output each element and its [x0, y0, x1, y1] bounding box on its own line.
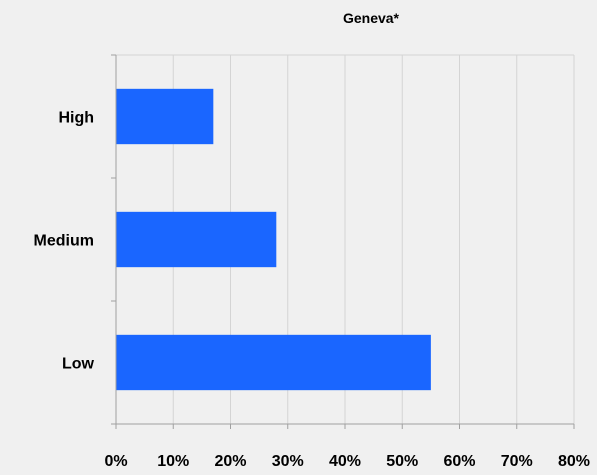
x-tick-label: 10% [157, 453, 189, 470]
chart-title: Geneva* [343, 10, 400, 26]
x-tick-label: 70% [501, 453, 533, 470]
axes [111, 54, 575, 429]
bars [116, 88, 431, 391]
labels: 0% 10% 20% 30% 40% 50% 60% 70% 80% High Medium Low [34, 110, 590, 471]
bar-medium [116, 211, 277, 268]
bar-low [116, 334, 431, 391]
gridlines [116, 54, 575, 424]
x-tick-label: 60% [443, 453, 475, 470]
x-tick-label: 20% [214, 453, 246, 470]
x-tick-label: 50% [386, 453, 418, 470]
category-label-medium: Medium [34, 233, 94, 250]
x-tick-label: 30% [272, 453, 304, 470]
x-tick-label: 40% [329, 453, 361, 470]
category-label-low: Low [62, 356, 95, 373]
x-tick-label: 0% [104, 453, 127, 470]
category-label-high: High [58, 110, 94, 127]
bar-high [116, 88, 214, 145]
x-tick-label: 80% [558, 453, 590, 470]
